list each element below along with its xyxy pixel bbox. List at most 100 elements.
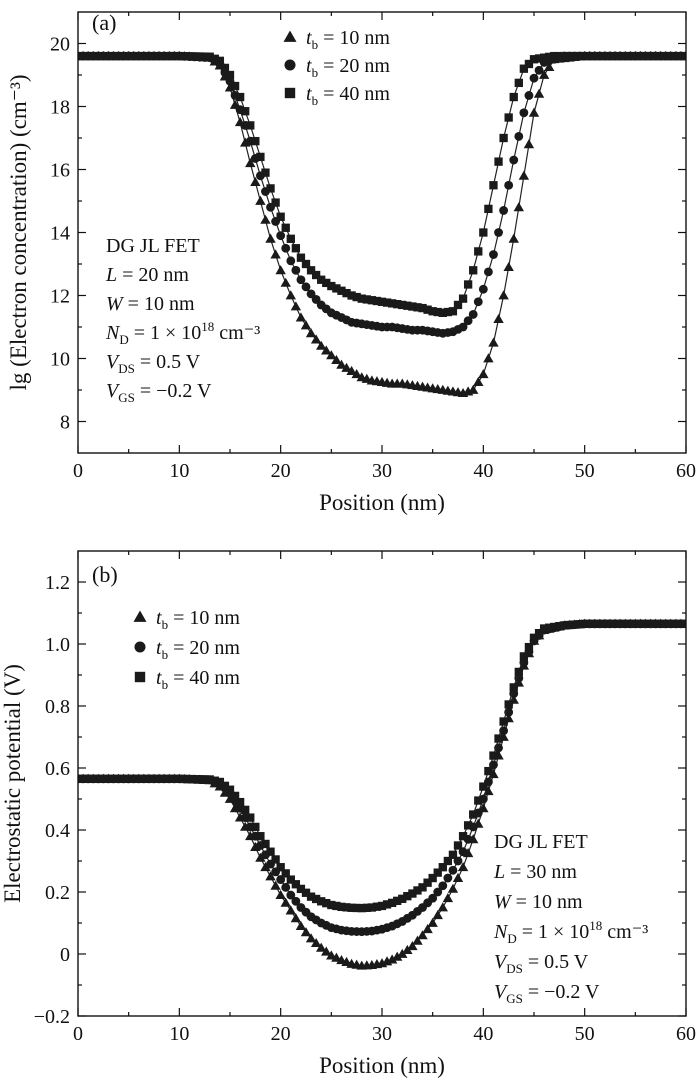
data-point	[281, 869, 290, 878]
x-tick-label: 0	[73, 460, 83, 482]
data-point	[310, 334, 322, 344]
data-point	[310, 937, 322, 948]
data-point	[646, 619, 655, 629]
data-point	[489, 250, 498, 259]
annotation-line: DG JL FET	[106, 235, 200, 257]
y-tick-label: 0	[60, 944, 70, 966]
data-point	[296, 884, 306, 894]
data-point	[494, 228, 503, 237]
data-point	[519, 652, 529, 661]
annotation-var: V	[106, 351, 121, 373]
legend-var: t	[156, 607, 162, 629]
data-point	[220, 781, 230, 790]
data-point	[215, 56, 225, 65]
data-point	[463, 316, 473, 326]
data-point	[651, 51, 660, 61]
data-point	[397, 948, 408, 958]
data-point	[195, 775, 204, 784]
data-point	[528, 107, 540, 117]
y-axis-label: Electrostatic potential (V)	[0, 664, 25, 903]
data-point	[656, 51, 665, 61]
data-point	[205, 52, 214, 61]
data-point	[636, 619, 645, 629]
data-point	[452, 872, 464, 882]
y-tick-label: 1.0	[45, 634, 70, 656]
annotation-text: = 30 nm	[505, 861, 577, 883]
data-point	[386, 954, 398, 964]
data-point	[276, 231, 286, 241]
data-point	[671, 619, 681, 629]
data-point	[575, 51, 584, 61]
annotation-sub: GS	[506, 991, 523, 1006]
data-point	[463, 280, 473, 289]
data-point	[403, 301, 412, 310]
data-point	[352, 903, 361, 913]
data-point	[119, 51, 128, 61]
data-point	[220, 63, 230, 73]
data-point	[621, 619, 630, 629]
data-point	[210, 776, 219, 785]
data-point	[139, 774, 149, 784]
data-point	[316, 942, 327, 952]
data-point	[367, 903, 377, 912]
data-point	[534, 65, 544, 75]
data-point	[290, 301, 302, 311]
y-tick-label: 10	[50, 349, 70, 371]
data-point	[175, 774, 184, 784]
annotation-var: V	[494, 981, 509, 1003]
annotation-sub: D	[119, 332, 128, 347]
data-point	[230, 81, 240, 91]
data-point	[479, 782, 488, 791]
data-point	[362, 903, 371, 912]
data-point	[615, 51, 625, 61]
data-point	[104, 774, 113, 784]
data-point	[514, 667, 523, 677]
data-point	[114, 51, 123, 61]
data-point	[305, 933, 317, 943]
annotation-line: DG JL FET	[494, 831, 588, 853]
data-point	[321, 345, 332, 355]
data-point	[448, 307, 458, 316]
annotation-var: V	[494, 951, 509, 973]
data-point	[241, 805, 250, 815]
annotation-var: W	[106, 293, 125, 315]
data-point	[286, 875, 295, 884]
data-point	[621, 51, 630, 61]
annotation-text: DG JL FET	[494, 831, 588, 853]
data-point	[230, 791, 240, 801]
data-point	[605, 51, 615, 61]
data-point	[570, 620, 579, 629]
data-point	[83, 51, 93, 61]
legend-text: = 20 nm	[318, 55, 390, 77]
data-point	[342, 903, 351, 912]
data-point	[301, 259, 311, 269]
data-point	[539, 53, 549, 62]
data-point	[408, 889, 417, 898]
annotation-sub: D	[507, 931, 516, 946]
x-tick-label: 0	[73, 1023, 83, 1045]
data-point	[428, 893, 438, 903]
data-point	[225, 785, 235, 794]
data-point	[337, 286, 346, 295]
data-point	[322, 278, 331, 288]
data-point	[215, 777, 225, 787]
data-point	[94, 51, 103, 61]
annotation-text: = 0.5 V	[135, 351, 201, 373]
data-point	[347, 291, 356, 300]
data-point	[265, 871, 276, 881]
data-point	[372, 902, 382, 911]
data-point	[124, 774, 133, 784]
x-tick-label: 50	[575, 1023, 595, 1045]
legend-entry: tb = 40 nm	[156, 667, 240, 692]
data-point	[438, 863, 447, 872]
data-point	[291, 244, 301, 253]
data-point	[337, 902, 346, 912]
data-point	[251, 822, 260, 832]
legend-text: = 20 nm	[168, 637, 240, 659]
data-point	[418, 303, 427, 313]
data-point	[275, 889, 286, 899]
data-point	[149, 51, 159, 61]
